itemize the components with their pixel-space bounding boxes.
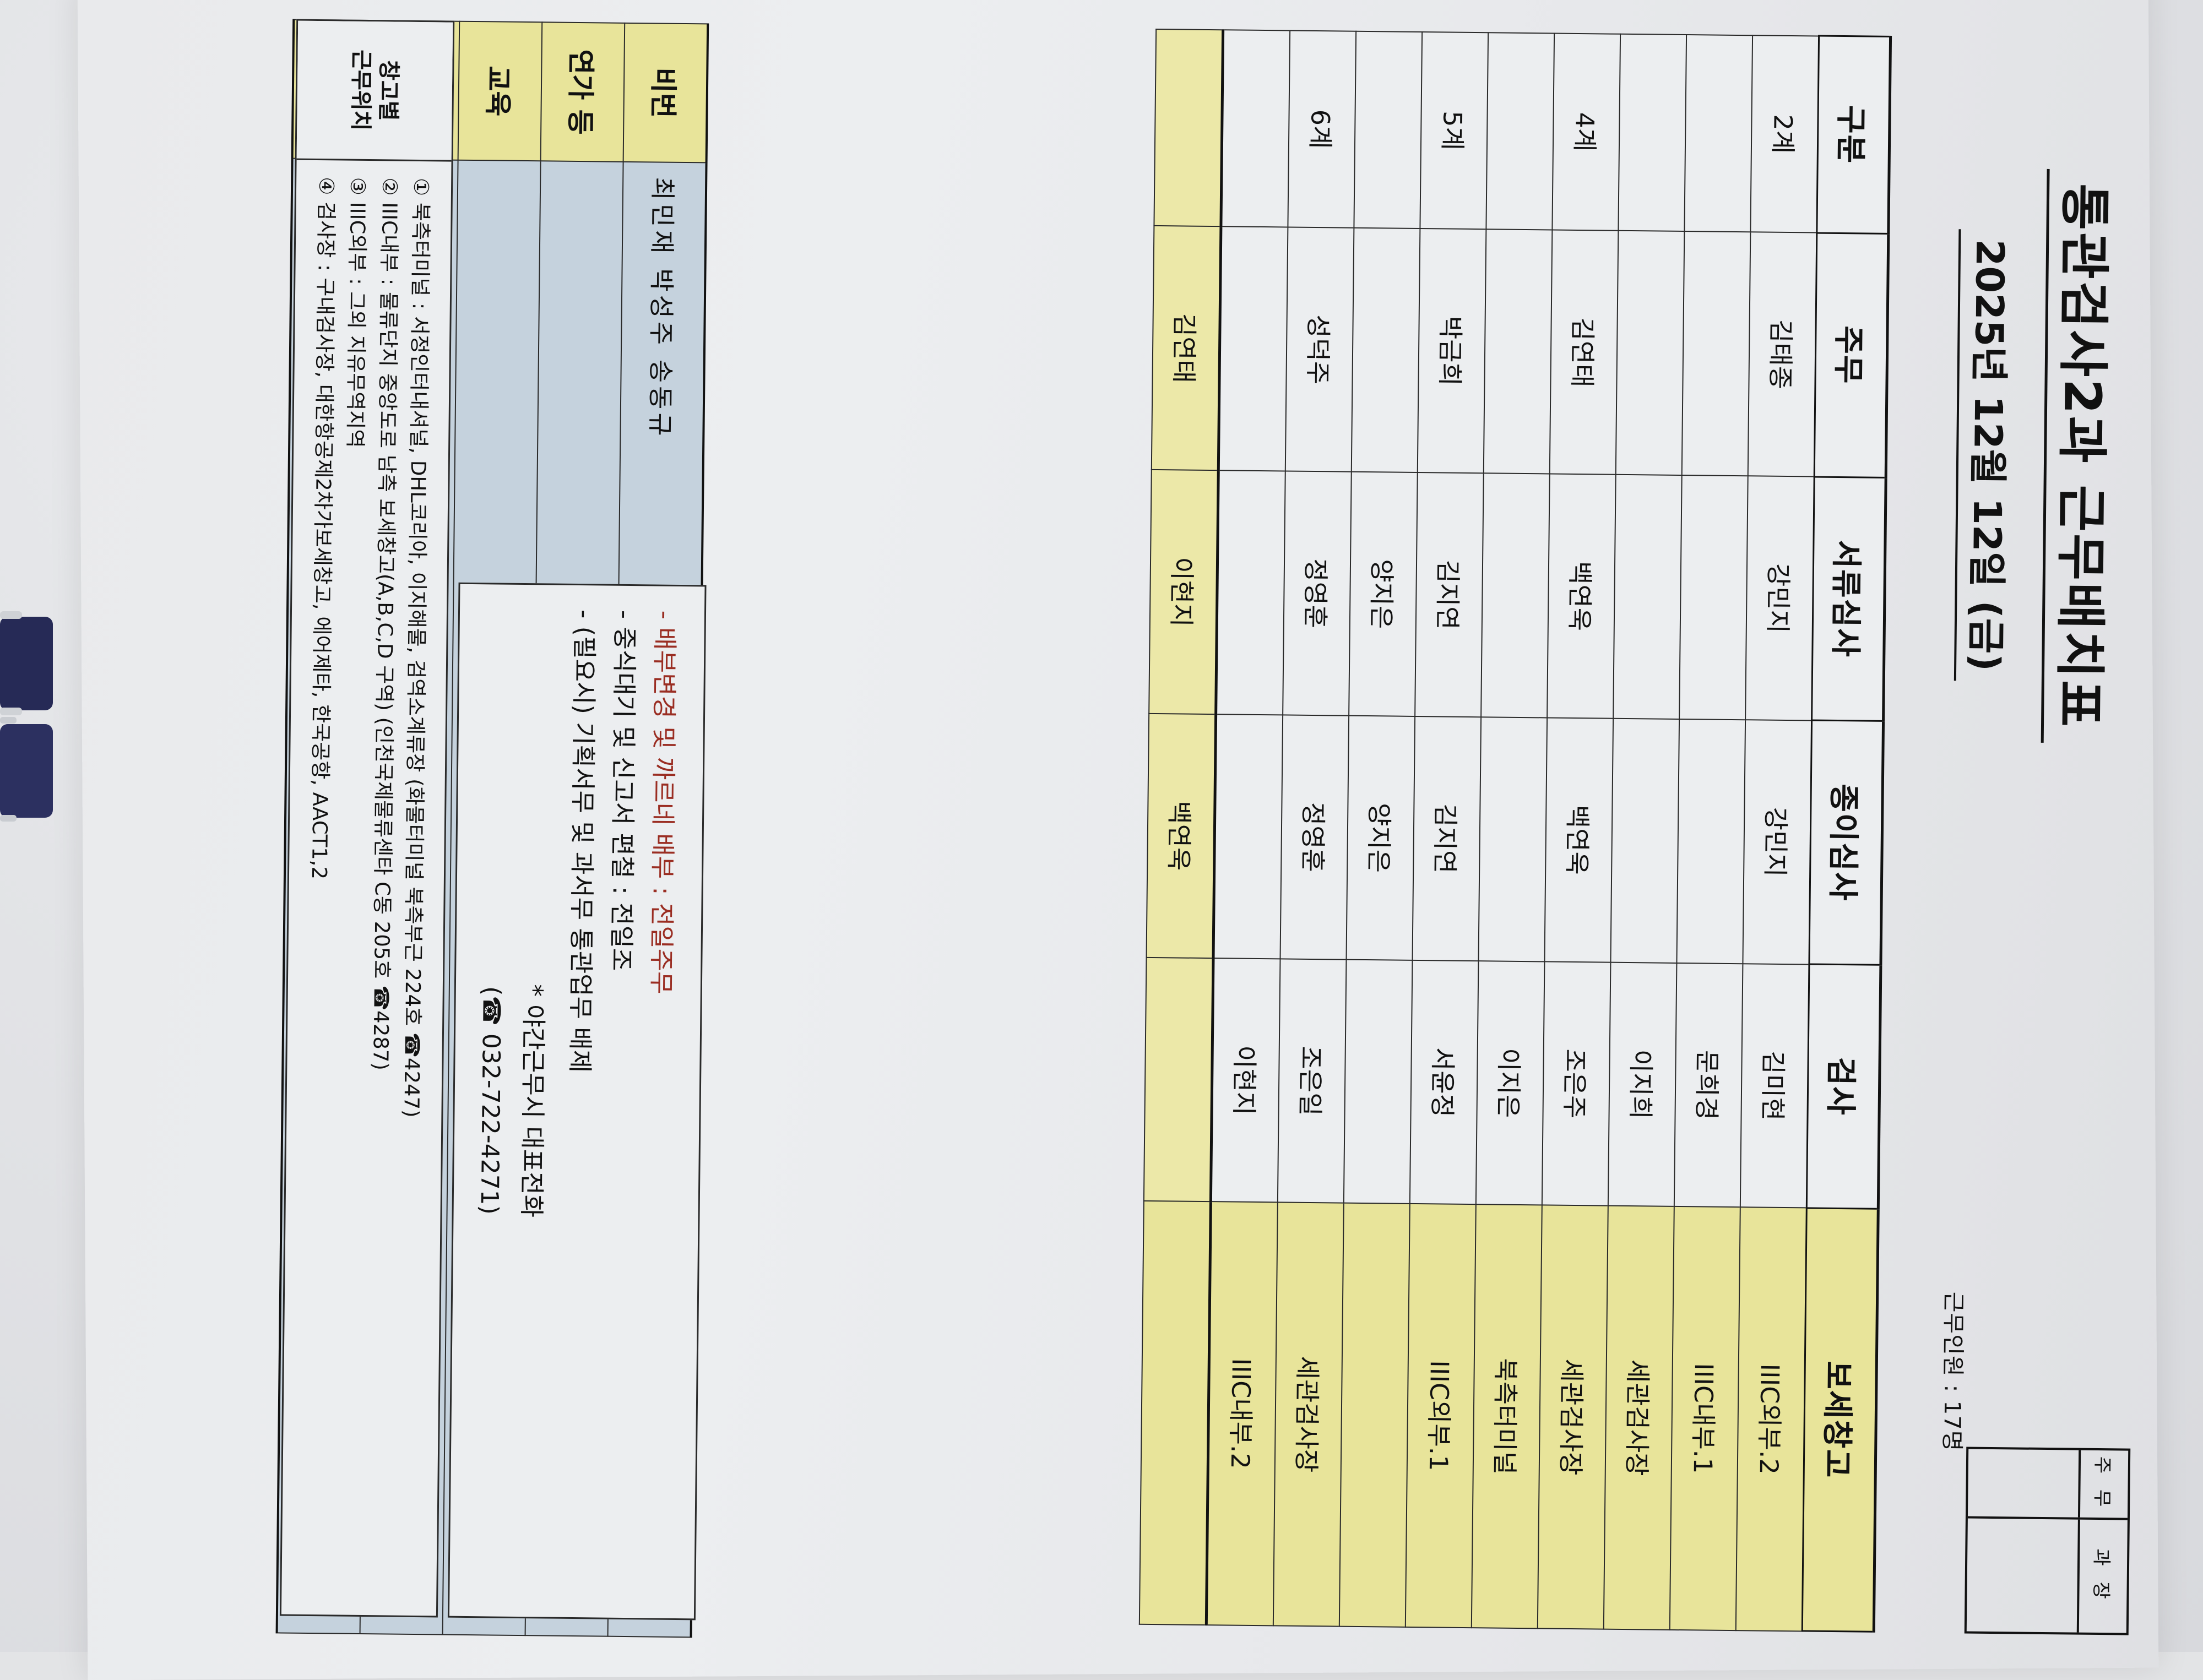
- cell-gubun: [1486, 32, 1555, 230]
- work-assignment-document: 주 무 과 장 통관검사2과 근무배치표 2025년 12월 12일 (금) 근…: [52, 17, 2151, 1638]
- cell-changgo: IIIC내부.2: [1206, 1201, 1278, 1625]
- cell-jongi: 양지은: [1346, 715, 1415, 960]
- cell-gubun: 5계: [1420, 31, 1489, 230]
- cell-jongi: 강민지: [1743, 720, 1812, 965]
- cell-seoryu: 백연욱: [1547, 474, 1616, 719]
- cell-changgo: IIIC내부.1: [1669, 1206, 1740, 1630]
- cell-gubun: [1154, 29, 1223, 227]
- legend-label-line2: 근무위치: [348, 49, 375, 131]
- status-label: 교육: [458, 21, 542, 161]
- column-header-changgo: 보세창고: [1802, 1208, 1879, 1632]
- approval-signature-box: 주 무 과 장: [1964, 1447, 2131, 1635]
- cell-changgo: IIIC외부.1: [1405, 1204, 1476, 1628]
- cell-gubun: 6계: [1288, 30, 1356, 229]
- column-header-jongi: 종이심사: [1809, 720, 1884, 965]
- cell-jumu: 김연태: [1151, 226, 1221, 471]
- cell-gubun: [1354, 31, 1423, 229]
- status-label: 비번: [623, 23, 708, 163]
- signature-column-jumu: 주 무: [1968, 1449, 2129, 1518]
- signature-label-jumu: 주 무: [2077, 1450, 2129, 1518]
- signature-area-jumu[interactable]: [1968, 1449, 2079, 1518]
- binder-clip: [0, 611, 53, 822]
- cell-geomsa: [1143, 957, 1214, 1202]
- cell-changgo: [1339, 1203, 1410, 1627]
- cell-jumu: 김연태: [1549, 230, 1619, 475]
- cell-jumu: 박금희: [1417, 229, 1486, 474]
- signature-column-gwajang: 과 장: [1966, 1516, 2128, 1633]
- cell-geomsa: 조은일: [1277, 959, 1347, 1204]
- cell-jumu: [1218, 226, 1288, 471]
- cell-jongi: 김지연: [1412, 716, 1482, 961]
- cell-changgo: 세관검사장: [1603, 1206, 1674, 1630]
- cell-jongi: [1610, 718, 1680, 963]
- column-header-jumu: 주무: [1814, 232, 1889, 478]
- note-representative-phone: (☎ 032-722-4271): [475, 986, 506, 1215]
- cell-changgo: IIIC외부.2: [1735, 1207, 1807, 1631]
- cell-jongi: 백연욱: [1146, 713, 1216, 958]
- cell-geomsa: 이지은: [1475, 960, 1545, 1205]
- warehouse-legend: 창고별 근무위치 ① 북측터미널 : 서정인터내셔널, DHL코리아, 이지해물…: [279, 19, 455, 1618]
- cell-geomsa: 김미현: [1740, 963, 1809, 1208]
- cell-geomsa: 이지희: [1608, 962, 1677, 1207]
- status-label: 연가 등: [540, 22, 625, 162]
- cell-jumu: [1351, 228, 1420, 473]
- notes-panel: - 배부변경 및 까르네 배부 : 전일주무 - 중식대기 및 신고서 편철 :…: [447, 582, 707, 1621]
- cell-seoryu: 양지은: [1349, 471, 1418, 716]
- cell-geomsa: [1343, 959, 1413, 1204]
- cell-jongi: 백연욱: [1544, 717, 1614, 963]
- cell-seoryu: [1216, 470, 1285, 715]
- assignment-table: 구분 주무 서류심사 종이심사 검사 보세창고 2계 김태종 강민지 강민지 김미현 II…: [1139, 28, 1892, 1633]
- cell-seoryu: 정영훈: [1283, 471, 1352, 716]
- cell-seoryu: 강민지: [1745, 476, 1815, 721]
- legend-body: ① 북측터미널 : 서정인터내셔널, DHL코리아, 이지해물, 검역소계류장 …: [281, 160, 452, 1616]
- cell-gubun: [1684, 34, 1753, 232]
- cell-seoryu: 김지연: [1415, 472, 1484, 717]
- cell-seoryu: [1679, 475, 1748, 720]
- document-date: 2025년 12월 12일 (금): [1954, 229, 2021, 682]
- cell-geomsa: 문희경: [1674, 963, 1743, 1208]
- column-header-geomsa: 검사: [1806, 964, 1881, 1209]
- legend-label-line1: 창고별: [375, 59, 401, 121]
- cell-geomsa: 조은주: [1542, 961, 1611, 1206]
- cell-seoryu: 이현지: [1149, 470, 1219, 715]
- cell-changgo: [1139, 1201, 1211, 1625]
- cell-geomsa: 서윤정: [1409, 960, 1479, 1205]
- title-block: 통관검사2과 근무배치표 2025년 12월 12일 (금): [1952, 36, 2114, 875]
- legend-label: 창고별 근무위치: [296, 20, 453, 162]
- column-header-seoryu: 서류심사: [1811, 476, 1886, 721]
- cell-gubun: 2계: [1750, 35, 1819, 233]
- cell-geomsa: 이현지: [1211, 958, 1280, 1203]
- column-header-gubun: 구분: [1816, 36, 1891, 234]
- cell-changgo: 세관검사장: [1273, 1202, 1344, 1627]
- cell-jumu: [1615, 231, 1685, 476]
- cell-jongi: 정영훈: [1280, 715, 1349, 960]
- signature-label-gwajang: 과 장: [2076, 1519, 2128, 1633]
- page-title: 통관검사2과 근무배치표: [2041, 168, 2114, 744]
- cell-seoryu: [1481, 473, 1550, 718]
- headcount-label: 근무인원 : 17명: [1939, 1291, 1967, 1452]
- cell-jongi: [1478, 717, 1548, 962]
- note-night-duty: * 야간근무시 대표전화: [517, 984, 549, 1218]
- cell-jumu: 성덕주: [1285, 227, 1354, 472]
- signature-area-gwajang[interactable]: [1967, 1519, 2078, 1633]
- cell-jumu: 김태종: [1748, 232, 1817, 477]
- cell-jumu: [1483, 229, 1553, 474]
- cell-jongi: [1676, 719, 1746, 964]
- cell-changgo: 북측터미널: [1471, 1204, 1542, 1628]
- cell-seoryu: [1613, 474, 1682, 719]
- cell-changgo: 세관검사장: [1537, 1205, 1608, 1629]
- cell-gubun: [1220, 29, 1290, 227]
- cell-gubun: 4계: [1552, 33, 1621, 231]
- cell-jongi: [1213, 714, 1283, 959]
- cell-gubun: [1618, 34, 1687, 232]
- cell-jumu: [1681, 231, 1751, 476]
